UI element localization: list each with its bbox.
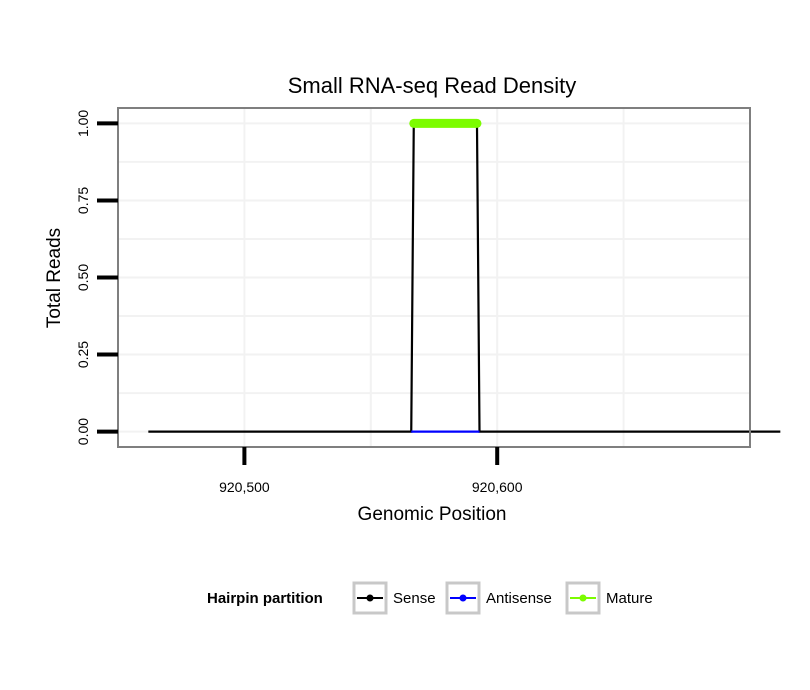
y-tick-label: 0.75 [75,187,91,214]
y-axis-title: Total Reads [44,228,65,328]
legend-key-point [459,594,467,602]
x-tick-label: 920,600 [472,479,523,495]
y-tick-label: 0.50 [75,264,91,291]
series-layer [148,118,781,433]
legend-label-sense: Sense [393,590,436,607]
grid [118,108,750,447]
y-tick-label: 0.00 [75,418,91,445]
y-axis: 0.00 0.25 0.50 0.75 1.00 [75,110,118,445]
y-tick-label: 1.00 [75,110,91,137]
legend-key-point [366,594,374,602]
legend: Hairpin partition Sense Antisense Mature [207,581,653,615]
legend-key-point [579,594,587,602]
chart-title: Small RNA-seq Read Density [288,73,577,98]
x-axis: 920,500 920,600 [219,447,523,495]
x-axis-title: Genomic Position [358,504,507,525]
legend-title: Hairpin partition [207,590,323,607]
y-tick-label: 0.25 [75,341,91,368]
x-tick-label: 920,500 [219,479,270,495]
legend-label-antisense: Antisense [486,590,552,607]
legend-label-mature: Mature [606,590,653,607]
